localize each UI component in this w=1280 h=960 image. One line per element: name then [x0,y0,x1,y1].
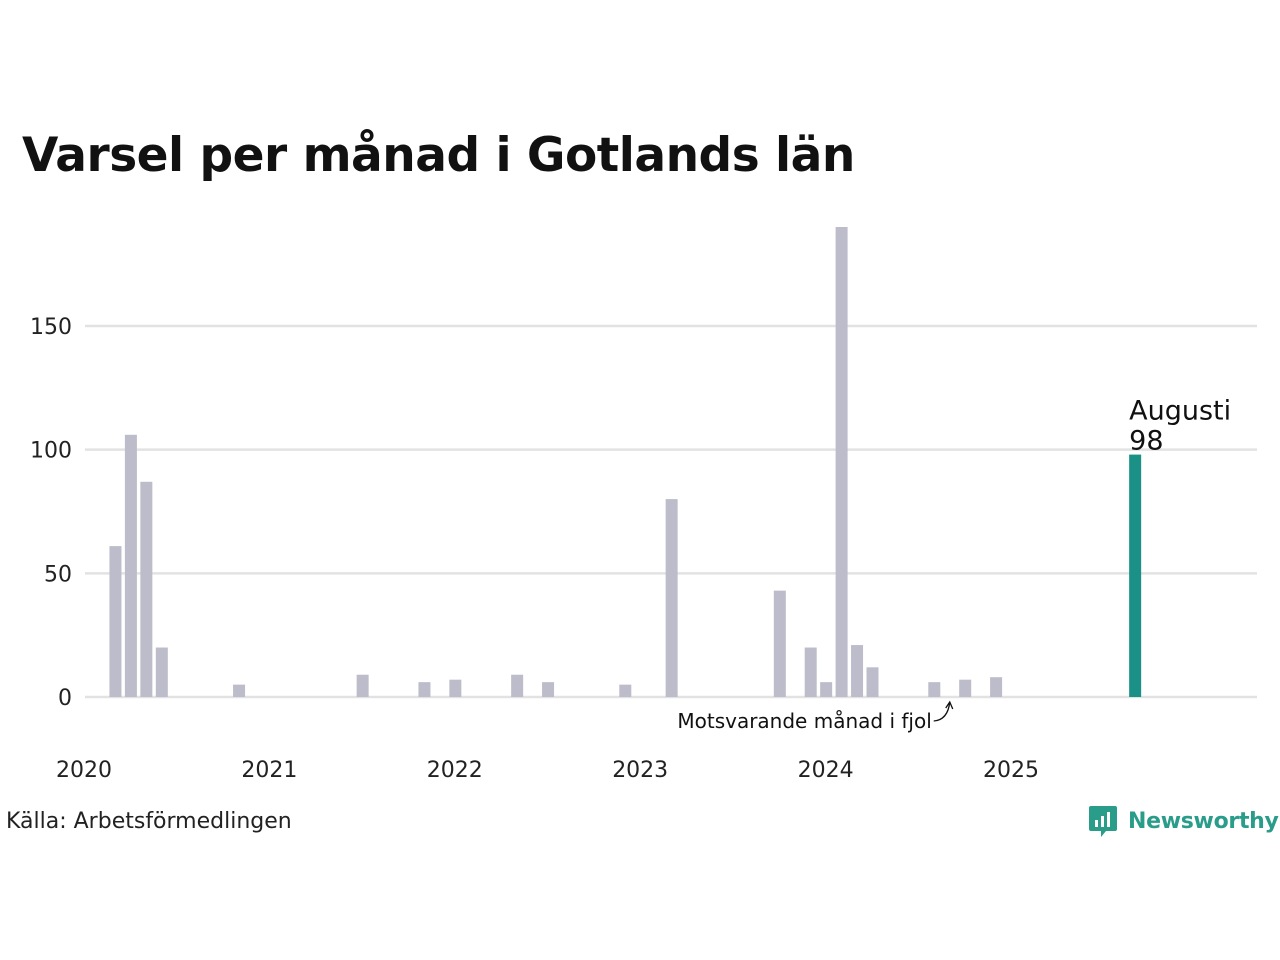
bar [820,682,833,697]
x-axis-ticks: 2020 2021 2022 2023 2024 2025 [56,758,1039,783]
y-tick-label: 50 [44,562,72,587]
bar-chart: 0 50 100 150 2020 2021 2022 2023 2024 2025 Augus… [30,227,1257,783]
y-tick-label: 0 [58,686,72,711]
newsworthy-logo-icon [1089,806,1117,837]
x-tick-label: 2025 [983,758,1039,783]
source-note: Källa: Arbetsförmedlingen [6,809,292,834]
brand-name: Newsworthy [1128,808,1279,834]
highlight-month-label: Augusti [1129,396,1231,427]
bar [418,682,431,697]
bar [619,684,632,697]
bar [866,667,879,697]
bar [773,590,786,697]
bar [124,434,137,697]
bar [959,679,972,697]
bar [542,682,555,697]
bars [109,227,1142,697]
x-tick-label: 2024 [798,758,854,783]
bar [665,499,678,697]
x-tick-label: 2021 [241,758,297,783]
highlight-value-label: 98 [1129,426,1163,457]
x-tick-label: 2020 [56,758,112,783]
x-tick-label: 2022 [427,758,483,783]
comparison-arrow [933,700,954,722]
annotations: Augusti 98 Motsvarande månad i fjol [677,396,1231,733]
highlight-bar [1129,454,1142,697]
brand-logo: Newsworthy [1088,804,1279,838]
bar [990,677,1003,697]
y-axis-ticks: 0 50 100 150 [30,315,72,711]
bar [449,679,462,697]
bar [233,684,246,697]
x-tick-label: 2023 [612,758,668,783]
bar [109,546,122,697]
bar [928,682,941,697]
bar [804,647,817,697]
bar [155,647,168,697]
bar [835,227,848,697]
y-tick-label: 150 [30,315,72,340]
bar [851,645,864,697]
bar [511,674,524,697]
bar [356,674,369,697]
comparison-note: Motsvarande månad i fjol [677,709,931,733]
chart-title: Varsel per månad i Gotlands län [22,128,855,183]
bar [140,481,153,697]
y-tick-label: 100 [30,439,72,464]
